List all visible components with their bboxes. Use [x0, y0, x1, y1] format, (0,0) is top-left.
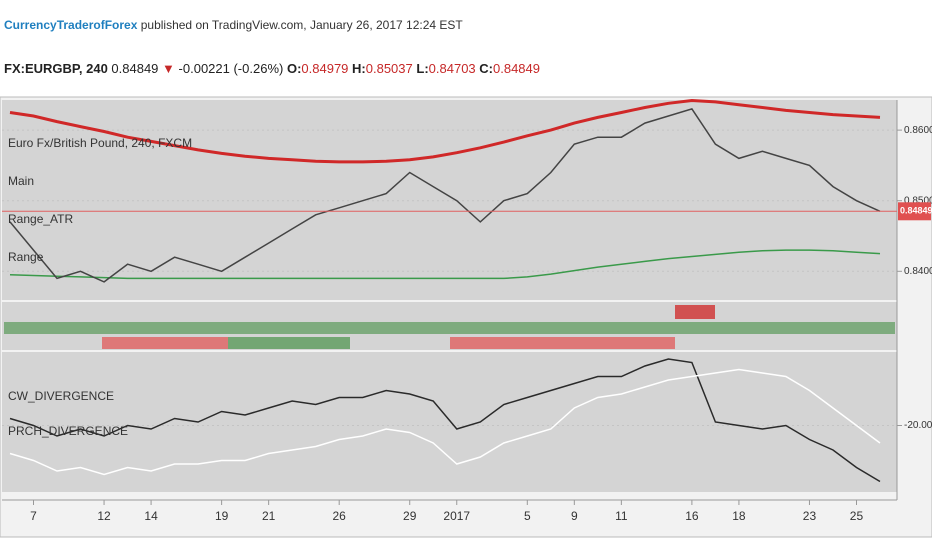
x-tick-label: 18	[732, 509, 746, 523]
l-label: L:	[416, 61, 428, 76]
last: 0.84849	[111, 61, 158, 76]
pane-label: Main	[8, 174, 34, 188]
open: 0.84979	[301, 61, 348, 76]
x-tick-label: 5	[524, 509, 531, 523]
signal-strip	[450, 337, 675, 349]
header-line: CurrencyTraderofForex published on Tradi…	[4, 18, 463, 32]
series-line	[9, 368, 881, 476]
x-tick-label: 9	[571, 509, 578, 523]
symbol: FX:EURGBP, 240	[4, 61, 108, 76]
series-line	[9, 98, 881, 164]
pane-label: Euro Fx/British Pound, 240, FXCM	[8, 136, 192, 150]
published: published on TradingView.com, January 26…	[141, 18, 464, 32]
signal-strip	[102, 337, 228, 349]
change: -0.00221 (-0.26%)	[179, 61, 284, 76]
price-pane	[2, 100, 897, 300]
arrow: ▼	[162, 61, 175, 76]
low: 0.84703	[429, 61, 476, 76]
x-tick-label: 25	[850, 509, 864, 523]
author[interactable]: CurrencyTraderofForex	[4, 18, 138, 32]
divergence-pane	[2, 352, 897, 492]
quote-line: FX:EURGBP, 240 0.84849 ▼ -0.00221 (-0.26…	[4, 61, 540, 76]
pane-label: Range_ATR	[8, 212, 73, 226]
signal-strip	[675, 305, 715, 319]
x-tick-label: 23	[803, 509, 817, 523]
pane-label: Range	[8, 250, 44, 264]
x-tick-label: 26	[333, 509, 347, 523]
series-line	[9, 249, 881, 280]
last-price-label: 0.84849	[900, 206, 932, 216]
x-tick-label: 16	[685, 509, 699, 523]
signal-strip	[4, 322, 895, 334]
series-line	[9, 108, 881, 283]
x-tick-label: 2017	[443, 509, 470, 523]
o-label: O:	[287, 61, 301, 76]
high: 0.85037	[366, 61, 413, 76]
signal-strip	[228, 337, 350, 349]
x-tick-label: 21	[262, 509, 276, 523]
x-tick-label: 11	[615, 509, 628, 523]
y-tick-label: 0.86000	[904, 125, 932, 136]
x-tick-label: 14	[144, 509, 158, 523]
x-tick-label: 7	[30, 509, 37, 523]
legend-entry: CW_DIVERGENCE	[8, 389, 114, 403]
x-tick-label: 29	[403, 509, 417, 523]
c-label: C:	[479, 61, 493, 76]
last-price-box	[898, 202, 931, 221]
x-tick-label: 12	[97, 509, 111, 523]
h-label: H:	[352, 61, 366, 76]
close: 0.84849	[493, 61, 540, 76]
x-tick-label: 19	[215, 509, 229, 523]
legend-entry: PRCH_DIVERGENCE	[8, 424, 128, 438]
series-line	[9, 358, 881, 483]
y-tick-label: -20.0000	[904, 420, 932, 431]
